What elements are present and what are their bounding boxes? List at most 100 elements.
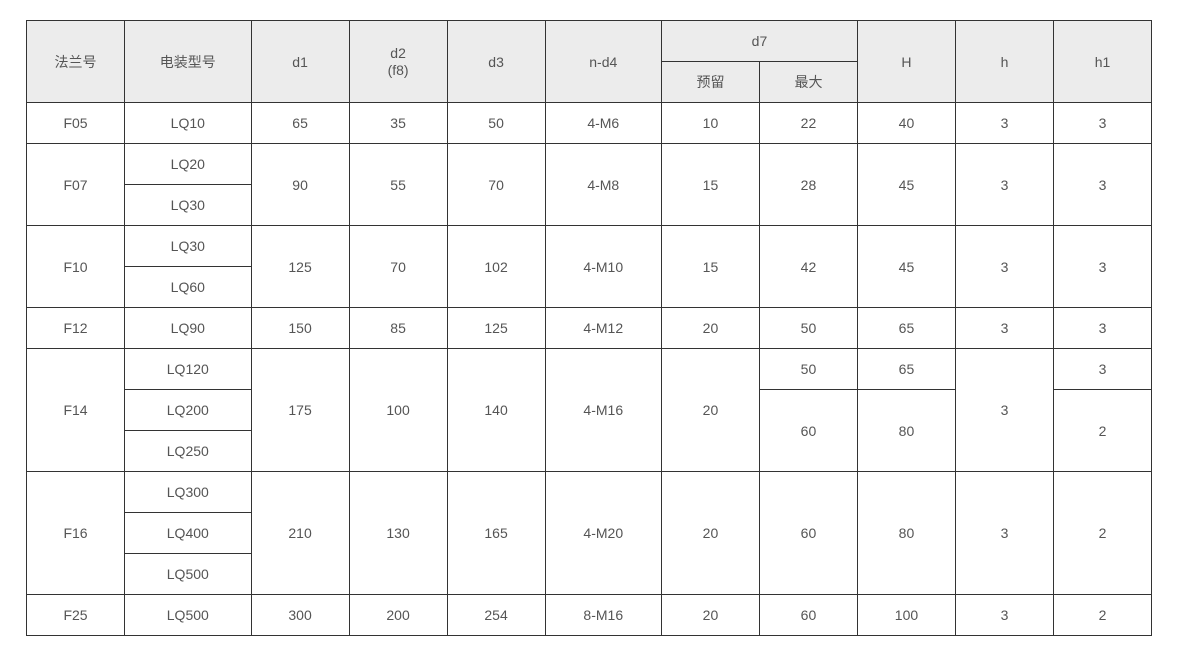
cell-d7a: 15 xyxy=(661,144,759,226)
cell-h1: 3 xyxy=(1053,226,1151,308)
cell-h1: 2 xyxy=(1053,390,1151,472)
cell-flange: F12 xyxy=(27,308,125,349)
cell-d7a: 10 xyxy=(661,103,759,144)
cell-flange: F16 xyxy=(27,472,125,595)
cell-flange: F25 xyxy=(27,595,125,636)
cell-d2: 55 xyxy=(349,144,447,226)
col-h1: h1 xyxy=(1053,21,1151,103)
cell-nd4: 4-M16 xyxy=(545,349,661,472)
cell-H: 80 xyxy=(857,390,955,472)
table-header: 法兰号 电装型号 d1 d2 (f8) d3 n-d4 d7 H h h1 预留… xyxy=(27,21,1152,103)
col-d7-sub-a: 预留 xyxy=(661,62,759,103)
cell-H: 45 xyxy=(857,226,955,308)
cell-h: 3 xyxy=(955,595,1053,636)
cell-d3: 70 xyxy=(447,144,545,226)
cell-h: 3 xyxy=(955,349,1053,472)
cell-model: LQ120 xyxy=(125,349,252,390)
cell-model: LQ500 xyxy=(125,554,252,595)
col-model: 电装型号 xyxy=(125,21,252,103)
cell-flange: F10 xyxy=(27,226,125,308)
cell-H: 65 xyxy=(857,308,955,349)
cell-nd4: 4-M6 xyxy=(545,103,661,144)
cell-model: LQ60 xyxy=(125,267,252,308)
cell-H: 45 xyxy=(857,144,955,226)
col-d7-sub-b: 最大 xyxy=(759,62,857,103)
cell-H: 40 xyxy=(857,103,955,144)
cell-nd4: 4-M20 xyxy=(545,472,661,595)
cell-d7b: 42 xyxy=(759,226,857,308)
cell-nd4: 4-M8 xyxy=(545,144,661,226)
cell-flange: F07 xyxy=(27,144,125,226)
cell-d3: 165 xyxy=(447,472,545,595)
table-row: F05LQ106535504-M610224033 xyxy=(27,103,1152,144)
flange-spec-table: 法兰号 电装型号 d1 d2 (f8) d3 n-d4 d7 H h h1 预留… xyxy=(26,20,1152,636)
table-row: F10LQ30125701024-M1015424533 xyxy=(27,226,1152,267)
col-H: H xyxy=(857,21,955,103)
cell-h1: 3 xyxy=(1053,308,1151,349)
cell-d2: 130 xyxy=(349,472,447,595)
col-d1: d1 xyxy=(251,21,349,103)
cell-h: 3 xyxy=(955,144,1053,226)
table-row: F25LQ5003002002548-M16206010032 xyxy=(27,595,1152,636)
table-row: F12LQ90150851254-M1220506533 xyxy=(27,308,1152,349)
col-d2-bot: (f8) xyxy=(388,62,409,78)
cell-model: LQ10 xyxy=(125,103,252,144)
cell-d3: 254 xyxy=(447,595,545,636)
cell-nd4: 4-M12 xyxy=(545,308,661,349)
cell-d1: 125 xyxy=(251,226,349,308)
cell-d1: 150 xyxy=(251,308,349,349)
cell-model: LQ90 xyxy=(125,308,252,349)
cell-model: LQ200 xyxy=(125,390,252,431)
cell-d7a: 15 xyxy=(661,226,759,308)
cell-h1: 2 xyxy=(1053,595,1151,636)
cell-flange: F05 xyxy=(27,103,125,144)
cell-d3: 125 xyxy=(447,308,545,349)
cell-model: LQ30 xyxy=(125,185,252,226)
cell-H: 80 xyxy=(857,472,955,595)
cell-d3: 50 xyxy=(447,103,545,144)
cell-d2: 100 xyxy=(349,349,447,472)
cell-h1: 3 xyxy=(1053,144,1151,226)
cell-h1: 3 xyxy=(1053,103,1151,144)
cell-model: LQ250 xyxy=(125,431,252,472)
cell-d7b: 22 xyxy=(759,103,857,144)
cell-d7a: 20 xyxy=(661,595,759,636)
cell-d7b: 60 xyxy=(759,390,857,472)
col-d2-top: d2 xyxy=(390,45,406,61)
cell-model: LQ500 xyxy=(125,595,252,636)
cell-h: 3 xyxy=(955,103,1053,144)
col-h: h xyxy=(955,21,1053,103)
cell-d2: 85 xyxy=(349,308,447,349)
table-row: F07LQ209055704-M815284533 xyxy=(27,144,1152,185)
cell-nd4: 4-M10 xyxy=(545,226,661,308)
col-d3: d3 xyxy=(447,21,545,103)
cell-h: 3 xyxy=(955,472,1053,595)
cell-d1: 210 xyxy=(251,472,349,595)
cell-d2: 200 xyxy=(349,595,447,636)
cell-d3: 140 xyxy=(447,349,545,472)
col-d2: d2 (f8) xyxy=(349,21,447,103)
cell-model: LQ400 xyxy=(125,513,252,554)
cell-d1: 90 xyxy=(251,144,349,226)
cell-d2: 35 xyxy=(349,103,447,144)
cell-d1: 175 xyxy=(251,349,349,472)
cell-H: 100 xyxy=(857,595,955,636)
cell-model: LQ20 xyxy=(125,144,252,185)
cell-h: 3 xyxy=(955,226,1053,308)
cell-d7b: 28 xyxy=(759,144,857,226)
cell-d7b: 60 xyxy=(759,595,857,636)
table-row: F16LQ3002101301654-M2020608032 xyxy=(27,472,1152,513)
cell-h1: 2 xyxy=(1053,472,1151,595)
col-d7: d7 xyxy=(661,21,857,62)
cell-h: 3 xyxy=(955,308,1053,349)
cell-nd4: 8-M16 xyxy=(545,595,661,636)
cell-d7a: 20 xyxy=(661,349,759,472)
cell-d1: 65 xyxy=(251,103,349,144)
cell-d7b: 50 xyxy=(759,308,857,349)
table-row: F14LQ1201751001404-M1620506533 xyxy=(27,349,1152,390)
table-body: F05LQ106535504-M610224033F07LQ209055704-… xyxy=(27,103,1152,636)
cell-flange: F14 xyxy=(27,349,125,472)
cell-model: LQ300 xyxy=(125,472,252,513)
col-nd4: n-d4 xyxy=(545,21,661,103)
cell-d1: 300 xyxy=(251,595,349,636)
